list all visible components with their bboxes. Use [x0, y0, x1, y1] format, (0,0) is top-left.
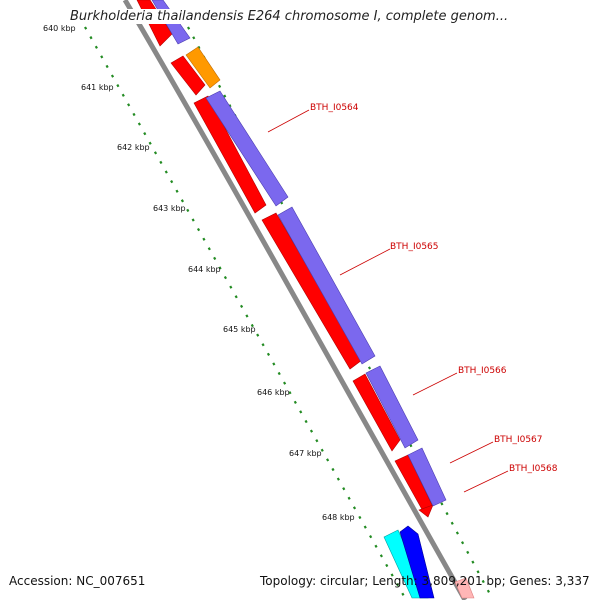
cds-arrow[interactable]: [185, 46, 221, 89]
gene-label-bth-i0567[interactable]: BTH_I0567: [494, 435, 543, 445]
cds-arrow[interactable]: [193, 95, 267, 214]
label-leader: [463, 470, 509, 493]
tick-label-647: 647 kbp: [289, 449, 322, 458]
cds-arrow[interactable]: [394, 454, 433, 514]
accession-label: Accession: NC_007651: [9, 574, 146, 588]
genome-summary: Topology: circular; Length: 3,809,201 bp…: [260, 574, 590, 588]
map-title: Burkholderia thailandensis E264 chromoso…: [70, 9, 509, 24]
label-leader: [267, 109, 310, 133]
label-leader: [449, 441, 494, 464]
tick-label-648: 648 kbp: [322, 513, 355, 522]
cds-arrow[interactable]: [277, 206, 376, 365]
cds-arrow[interactable]: [261, 212, 363, 370]
cds-arrow[interactable]: [407, 447, 447, 507]
label-leader: [412, 372, 458, 396]
cds-arrow[interactable]: [365, 365, 419, 449]
tick-label-640: 640 kbp: [43, 24, 76, 33]
tick-label-646: 646 kbp: [257, 388, 290, 397]
cds-arrow[interactable]: [418, 504, 434, 518]
tick-label-641: 641 kbp: [81, 83, 114, 92]
gene-label-bth-i0564[interactable]: BTH_I0564: [310, 103, 359, 113]
tick-label-645: 645 kbp: [223, 325, 256, 334]
outer-tick-track: [187, 26, 493, 599]
cds-arrow[interactable]: [352, 373, 401, 452]
cds-arrow[interactable]: [205, 90, 289, 207]
cds-arrow[interactable]: [170, 55, 206, 96]
cds-arrow[interactable]: [454, 577, 475, 599]
chromosome-backbone: [122, 0, 468, 600]
gene-label-bth-i0566[interactable]: BTH_I0566: [458, 366, 507, 376]
cds-arrow[interactable]: [399, 525, 435, 599]
tick-label-643: 643 kbp: [153, 204, 186, 213]
gene-label-bth-i0565[interactable]: BTH_I0565: [390, 242, 439, 252]
tick-label-644: 644 kbp: [188, 265, 221, 274]
tick-label-642: 642 kbp: [117, 143, 150, 152]
label-leader: [339, 248, 391, 276]
gene-label-bth-i0568[interactable]: BTH_I0568: [509, 464, 558, 474]
